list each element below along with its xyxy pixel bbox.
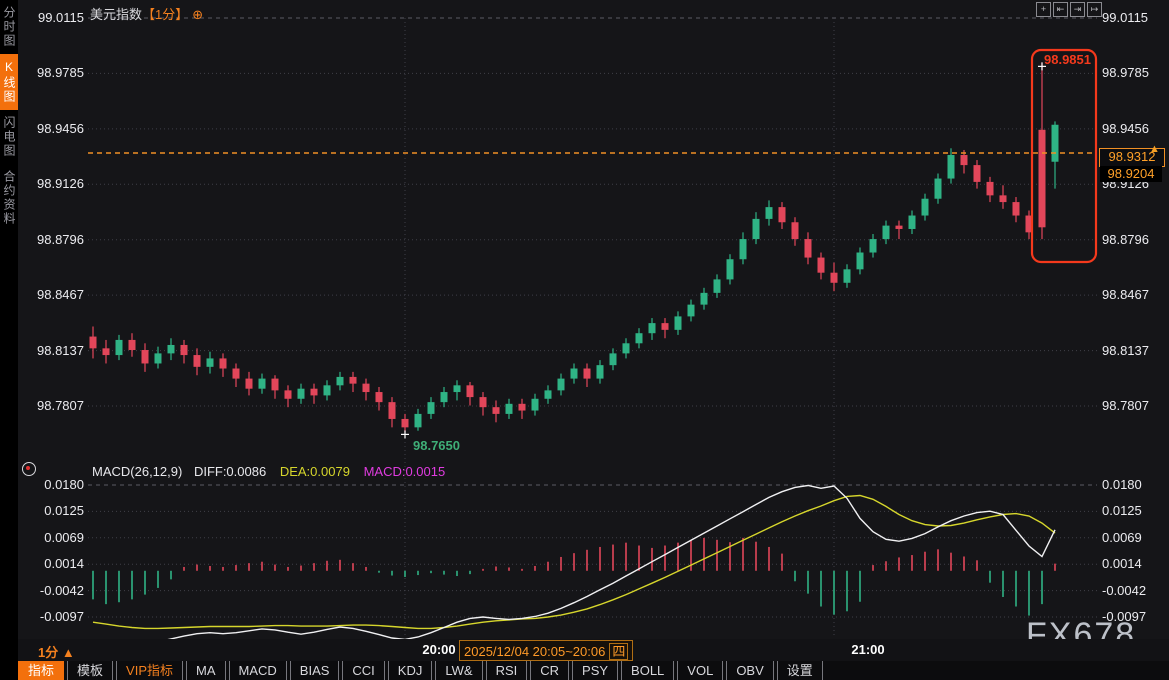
current-price-tag: 98.9312 [1099, 147, 1165, 167]
period-selector[interactable]: 1分 ▲ [38, 645, 75, 660]
toolbar-button-KDJ[interactable]: KDJ [387, 661, 433, 680]
macd-tick-left: 0.0180 [44, 477, 84, 492]
sidebar-item-2[interactable]: 闪电图 [2, 116, 16, 158]
add-indicator-icon[interactable]: ⊕ [192, 7, 204, 22]
price-tick-right: 98.9456 [1102, 120, 1149, 136]
period-label: 【1分】 [142, 7, 189, 22]
price-tick-left: 98.7807 [37, 398, 84, 413]
hour-label-21: 21:00 [851, 642, 885, 657]
toolbar-button-指标[interactable]: 指标 [18, 661, 65, 680]
macd-dea-value: DEA:0.0079 [279, 464, 350, 479]
macd-tick-left: 0.0069 [44, 529, 84, 545]
macd-tick-right: 0.0069 [1102, 529, 1142, 545]
price-tick-right: 98.7807 [1102, 398, 1149, 413]
macd-tick-right: 0.0014 [1102, 556, 1142, 572]
sidebar-item-3[interactable]: 合约资料 [2, 170, 16, 226]
toolbar-button-PSY[interactable]: PSY [572, 661, 619, 680]
toolbar-button-设置[interactable]: 设置 [776, 661, 823, 680]
price-tick-right: 98.9785 [1102, 65, 1149, 81]
price-tick-right: 99.0115 [1102, 10, 1149, 25]
price-tick-left: 98.8137 [37, 342, 84, 358]
price-tick-right: 98.8796 [1102, 231, 1149, 247]
price-tick-right: 98.8137 [1102, 342, 1149, 358]
period-dropdown-arrow-icon: ▲ [61, 645, 75, 660]
macd-tick-left: -0.0042 [39, 582, 84, 598]
toolbar-button-CCI[interactable]: CCI [342, 661, 385, 680]
price-tick-left: 98.8796 [37, 231, 84, 247]
toolbar-button-CR[interactable]: CR [530, 661, 570, 680]
macd-tick-left: 0.0125 [44, 503, 84, 519]
toolbar-button-RSI[interactable]: RSI [485, 661, 528, 680]
macd-tick-left: -0.0097 [39, 609, 84, 624]
price-alert-arrow-icon: ▲ [1149, 142, 1160, 155]
macd-tick-right: 0.0125 [1102, 503, 1142, 519]
weekday-badge: 四 [609, 643, 629, 660]
toolbar-button-VOL[interactable]: VOL [677, 661, 724, 680]
spike-high-label: 98.9851 [1044, 52, 1091, 68]
chart-title: 美元指数【1分】 ⊕ [90, 4, 203, 23]
pan-right-icon[interactable]: ↦ [1087, 2, 1102, 17]
macd-macd-value: MACD:0.0015 [363, 464, 446, 479]
sidebar-item-0[interactable]: 分时图 [2, 6, 16, 48]
chart-toolbar-icons: + ⇤ ⇥ ↦ [1036, 2, 1102, 17]
price-tick-right: 98.8467 [1102, 287, 1149, 303]
toolbar-button-MA[interactable]: MA [186, 661, 226, 680]
price-tick-left: 98.8467 [37, 287, 84, 303]
toolbar-button-OBV[interactable]: OBV [726, 661, 774, 680]
macd-tick-right: -0.0097 [1102, 609, 1147, 624]
crosshair-icon[interactable]: + [1036, 2, 1051, 17]
macd-header: MACD(26,12,9) DIFF:0.0086 DEA:0.0079 MAC… [92, 464, 445, 479]
toolbar-button-模板[interactable]: 模板 [67, 661, 114, 680]
zoom-axis-right-icon[interactable]: ⇥ [1070, 2, 1085, 17]
toolbar-button-MACD[interactable]: MACD [228, 661, 287, 680]
time-axis: 1分 ▲ 20:00 21:00 2025/12/04 20:05~20:06 四 [18, 639, 1169, 661]
indicator-toolbar: 指标 模板 VIP指标 MA MACD BIAS CCI KDJ LW& RSI CR PSY BOLL… [18, 661, 1169, 680]
macd-name: MACD(26,12,9) [92, 464, 183, 479]
selected-candle-time-badge: 2025/12/04 20:05~20:06 四 [459, 640, 634, 661]
price-tick-left: 98.9126 [37, 176, 84, 192]
hour-label-20: 20:00 [422, 642, 456, 657]
zoom-axis-left-icon[interactable]: ⇤ [1053, 2, 1068, 17]
left-sidebar: 分时图 K线图闪电图合约资料 [0, 0, 18, 680]
toolbar-button-VIP指标[interactable]: VIP指标 [116, 661, 183, 680]
macd-tick-left: 0.0014 [44, 556, 84, 572]
symbol-name: 美元指数 [90, 7, 143, 22]
price-tick-left: 99.0115 [37, 10, 84, 25]
session-low-label: 98.7650 [413, 438, 460, 454]
price-tick-left: 98.9456 [37, 120, 84, 136]
indicator-settings-icon[interactable] [22, 462, 36, 476]
toolbar-button-BOLL[interactable]: BOLL [621, 661, 675, 680]
toolbar-button-LW&[interactable]: LW& [435, 661, 483, 680]
price-tick-left: 98.9785 [37, 65, 84, 81]
secondary-price-tag: 98.9204 [1100, 165, 1162, 182]
macd-tick-right: 0.0180 [1102, 477, 1142, 492]
macd-tick-right: -0.0042 [1102, 582, 1147, 598]
macd-diff-value: DIFF:0.0086 [193, 464, 267, 479]
sidebar-item-1[interactable]: K线图 [0, 54, 18, 110]
toolbar-button-BIAS[interactable]: BIAS [289, 661, 340, 680]
